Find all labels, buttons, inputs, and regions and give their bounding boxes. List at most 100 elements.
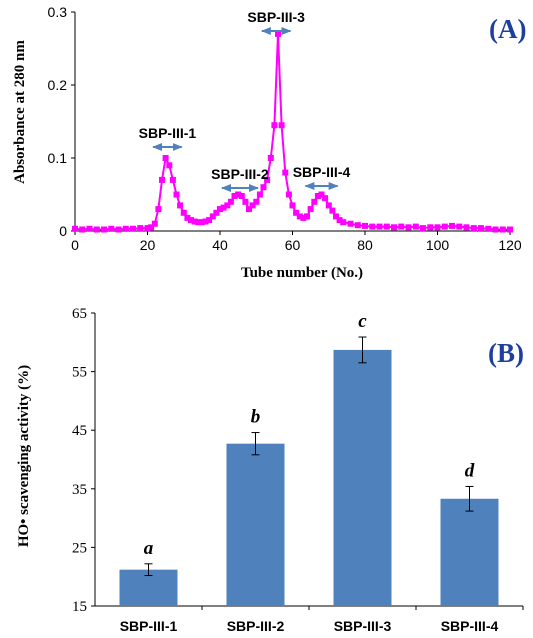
data-point xyxy=(101,226,107,233)
data-point xyxy=(347,220,354,227)
x-axis-label-a: Tube number (No.) xyxy=(241,265,363,281)
bar xyxy=(226,443,285,606)
data-point xyxy=(220,204,227,211)
data-point xyxy=(296,213,303,220)
data-point xyxy=(115,226,122,233)
data-point xyxy=(369,223,376,230)
data-point xyxy=(267,155,274,161)
data-point xyxy=(314,193,321,199)
y-tick-label-b: 55 xyxy=(72,365,87,381)
data-point xyxy=(162,155,169,161)
data-point xyxy=(137,225,144,232)
data-point xyxy=(191,218,198,225)
data-point xyxy=(209,213,216,220)
data-point xyxy=(398,223,405,230)
significance-letter: c xyxy=(358,311,367,332)
data-point xyxy=(155,206,162,213)
data-point xyxy=(238,193,245,199)
data-point xyxy=(227,198,234,205)
data-point xyxy=(449,222,455,229)
data-point xyxy=(336,217,343,224)
data-point xyxy=(318,191,325,198)
peak-label: SBP-III-2 xyxy=(211,166,269,182)
bars-b: a b c d xyxy=(119,311,499,606)
y-tick-label-a: 0.2 xyxy=(48,77,68,93)
data-point xyxy=(325,202,332,209)
data-point xyxy=(293,209,300,216)
x-tick-label-a: 80 xyxy=(357,237,373,253)
x-tick-label-a: 60 xyxy=(285,237,301,253)
y-axis-label-b: HO• scavenging activity (%) xyxy=(16,365,32,547)
significance-letter: d xyxy=(465,460,475,481)
y-axis-label-a: Absorbance at 280 nm xyxy=(12,40,28,184)
peak-annotations: SBP-III-1 SBP-III-2 SBP-III-3 SBP-III-4 xyxy=(139,9,350,192)
data-point xyxy=(72,225,78,232)
bar xyxy=(333,349,392,606)
data-point xyxy=(198,219,205,226)
data-point xyxy=(278,122,285,129)
y-tick-label-b: 35 xyxy=(72,482,87,498)
data-point xyxy=(376,223,383,230)
data-point xyxy=(242,198,249,205)
data-point xyxy=(271,122,278,129)
data-point xyxy=(463,224,470,231)
data-point xyxy=(231,193,238,199)
panel-label-b: (B) xyxy=(488,338,524,368)
y-tick-label-b: 25 xyxy=(72,540,87,556)
data-point xyxy=(307,206,314,213)
peak-label: SBP-III-3 xyxy=(247,9,305,25)
bar xyxy=(440,498,499,606)
x-tick-label-a: 40 xyxy=(212,237,228,253)
data-point xyxy=(79,226,86,233)
category-label: SBP-III-1 xyxy=(120,618,178,634)
peak-label: SBP-III-1 xyxy=(139,125,197,141)
category-label: SBP-III-4 xyxy=(441,618,499,634)
data-point xyxy=(166,162,173,169)
y-tick-label-a: 0.1 xyxy=(48,150,68,166)
data-point xyxy=(441,223,448,230)
ticks-b: 15 25 35 45 55 65 xyxy=(72,306,95,615)
data-point xyxy=(282,169,289,176)
category-label: SBP-III-2 xyxy=(227,618,285,634)
y-tick-label-a: 0 xyxy=(59,223,67,239)
data-point xyxy=(184,214,191,221)
data-point xyxy=(173,191,180,198)
data-point xyxy=(159,176,165,183)
data-point xyxy=(492,226,499,233)
data-point xyxy=(485,225,492,232)
data-point xyxy=(202,218,209,225)
data-point xyxy=(354,222,361,229)
data-point xyxy=(249,202,256,209)
data-point xyxy=(256,191,263,198)
data-point xyxy=(188,217,194,224)
series-a xyxy=(72,30,513,233)
data-point xyxy=(93,226,100,233)
data-point xyxy=(412,223,419,230)
data-point xyxy=(108,225,115,232)
y-tick-label-b: 65 xyxy=(72,306,87,322)
data-point xyxy=(470,225,477,232)
data-point xyxy=(86,225,93,232)
data-point xyxy=(177,202,184,209)
data-point xyxy=(322,195,329,202)
data-point xyxy=(206,217,213,224)
data-point xyxy=(329,207,336,214)
data-point xyxy=(383,223,390,230)
significance-letter: a xyxy=(144,538,154,559)
chart-b: (B) HO• scavenging activity (%) 15 25 35 45… xyxy=(16,306,524,634)
data-point xyxy=(434,224,441,231)
data-point xyxy=(333,213,339,220)
data-point xyxy=(427,224,434,231)
data-point xyxy=(151,220,158,227)
data-point xyxy=(391,224,397,231)
y-tick-label-b: 15 xyxy=(72,599,87,615)
data-point xyxy=(246,206,252,213)
x-tick-label-a: 0 xyxy=(71,237,79,253)
data-point xyxy=(195,219,202,226)
data-point xyxy=(340,219,347,226)
data-point xyxy=(130,225,136,232)
data-point xyxy=(217,206,223,213)
category-label: SBP-III-3 xyxy=(334,618,392,634)
categories-b: SBP-III-1 SBP-III-2 SBP-III-3 SBP-III-4 xyxy=(120,606,524,634)
data-point xyxy=(456,223,463,230)
